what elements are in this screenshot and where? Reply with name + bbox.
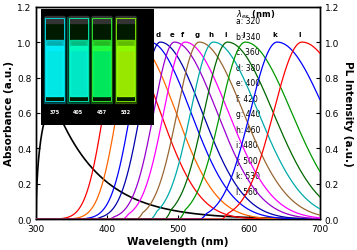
Bar	[67, 18, 89, 103]
Bar	[46, 41, 63, 51]
Bar	[46, 46, 63, 96]
Bar	[116, 19, 135, 102]
Text: j: j	[242, 32, 245, 38]
Bar	[91, 18, 112, 103]
Bar	[69, 19, 88, 102]
Bar	[69, 19, 88, 102]
Text: c: c	[146, 32, 150, 38]
Text: $\lambda_{ex}$ (nm): $\lambda_{ex}$ (nm)	[236, 9, 275, 21]
Bar	[116, 17, 135, 24]
Text: l: l	[298, 32, 301, 38]
Bar	[92, 17, 111, 24]
Bar	[45, 17, 64, 24]
X-axis label: Wavelength (nm): Wavelength (nm)	[127, 236, 229, 246]
Text: a: 320: a: 320	[236, 17, 260, 26]
Bar	[45, 19, 64, 102]
Bar	[69, 17, 88, 24]
Bar	[45, 19, 64, 102]
Text: e: 400: e: 400	[236, 79, 260, 88]
Text: a: a	[117, 32, 122, 38]
Text: j: 500: j: 500	[236, 156, 258, 165]
Y-axis label: PL Intensity (a.u.): PL Intensity (a.u.)	[343, 61, 353, 166]
Text: e: e	[170, 32, 175, 38]
Bar	[92, 19, 111, 102]
Text: 405: 405	[73, 110, 83, 114]
Bar	[116, 19, 135, 102]
Text: b: 340: b: 340	[236, 32, 261, 42]
Text: 457: 457	[97, 110, 107, 114]
Text: c: 360: c: 360	[236, 48, 260, 57]
Text: f: 420: f: 420	[236, 94, 258, 104]
Text: h: 460: h: 460	[236, 125, 261, 134]
Text: k: k	[273, 32, 277, 38]
Bar	[93, 41, 110, 51]
Bar	[92, 19, 111, 102]
Bar	[70, 46, 87, 96]
Bar	[70, 41, 87, 51]
Text: b: b	[131, 32, 136, 38]
Text: i: 480: i: 480	[236, 141, 258, 150]
Text: 375: 375	[50, 110, 60, 114]
Text: i: i	[224, 32, 227, 38]
Text: g: 440: g: 440	[236, 110, 261, 119]
Text: g: g	[195, 32, 200, 38]
Text: l: 560: l: 560	[236, 187, 258, 196]
Text: f: f	[181, 32, 185, 38]
Bar	[117, 46, 134, 96]
Text: k: 530: k: 530	[236, 172, 260, 181]
Bar	[44, 18, 65, 103]
Text: h: h	[209, 32, 214, 38]
Bar	[115, 18, 136, 103]
Bar	[93, 46, 110, 96]
Text: 532: 532	[120, 110, 130, 114]
Text: d: 380: d: 380	[236, 64, 260, 72]
Bar	[117, 41, 134, 51]
Y-axis label: Absorbance (a.u.): Absorbance (a.u.)	[4, 61, 14, 166]
Text: d: d	[156, 32, 161, 38]
